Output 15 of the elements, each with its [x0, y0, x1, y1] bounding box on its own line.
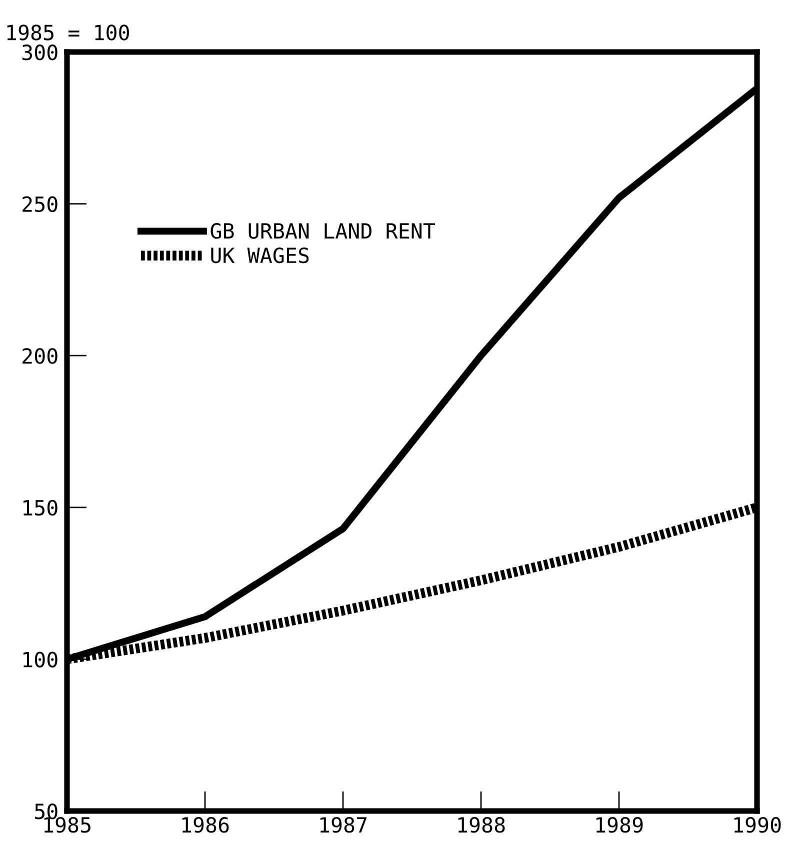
y-tick-label: 50	[35, 804, 58, 820]
x-tick-label: 1988	[458, 817, 505, 833]
legend-label: GB URBAN LAND RENT	[210, 223, 435, 239]
y-tick-label: 250	[22, 196, 58, 212]
y-tick-label: 200	[22, 348, 58, 364]
y-tick-label: 100	[24, 652, 58, 668]
x-tick-label: 1990	[734, 817, 781, 833]
legend-label: UK WAGES	[211, 247, 309, 264]
y-axis-title: 1985 = 100	[7, 24, 129, 40]
y-tick-label: 150	[24, 500, 58, 516]
x-tick-label: 1987	[320, 817, 367, 833]
x-tick-label: 1985	[44, 817, 90, 833]
x-tick-label: 1986	[182, 817, 229, 833]
y-tick-label: 300	[22, 44, 58, 60]
x-tick-label: 1989	[596, 817, 643, 833]
